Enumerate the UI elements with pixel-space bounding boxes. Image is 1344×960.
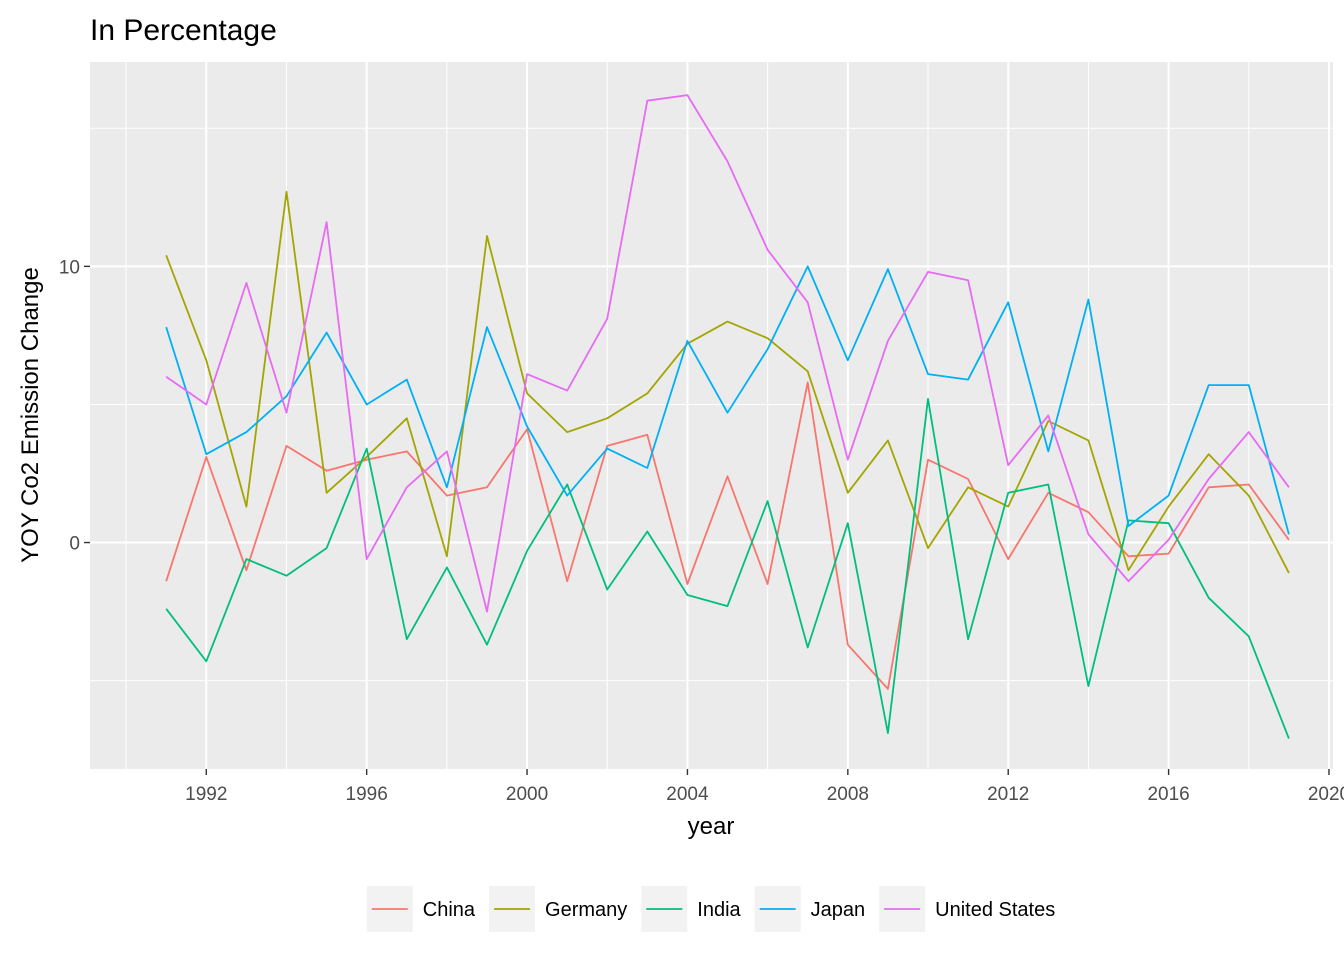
- legend-label-japan: Japan: [811, 899, 866, 921]
- series-line-china: [165, 381, 1290, 690]
- y-axis-ticks: 0 10: [59, 257, 90, 555]
- x-tick-label: 2008: [827, 784, 869, 805]
- x-tick-label: 2004: [666, 784, 709, 805]
- minor-gridlines: [90, 62, 1333, 769]
- series-lines: [165, 94, 1290, 739]
- x-axis-title: year: [688, 813, 735, 840]
- x-tick-label: 2012: [987, 784, 1029, 805]
- legend-label-germany: Germany: [545, 899, 627, 921]
- series-line-united-states: [165, 94, 1290, 613]
- plot-panel: [90, 62, 1333, 769]
- legend-label-china: China: [423, 899, 476, 921]
- legend-label-united-states: United States: [935, 899, 1055, 921]
- x-tick-label: 2016: [1147, 784, 1189, 805]
- legend-label-india: India: [697, 899, 741, 921]
- series-line-india: [165, 397, 1290, 739]
- y-axis-title: YOY Co2 Emission Change: [17, 267, 44, 563]
- x-tick-label: 1996: [346, 784, 388, 805]
- chart-title: In Percentage: [90, 14, 277, 47]
- y-tick-label: 10: [59, 257, 80, 278]
- series-line-germany: [165, 190, 1290, 574]
- y-tick-label: 0: [69, 534, 80, 555]
- x-tick-label: 1992: [185, 784, 227, 805]
- x-tick-label: 2000: [506, 784, 548, 805]
- series-line-japan: [165, 265, 1290, 535]
- legend: China Germany India Japan United States: [366, 886, 1055, 932]
